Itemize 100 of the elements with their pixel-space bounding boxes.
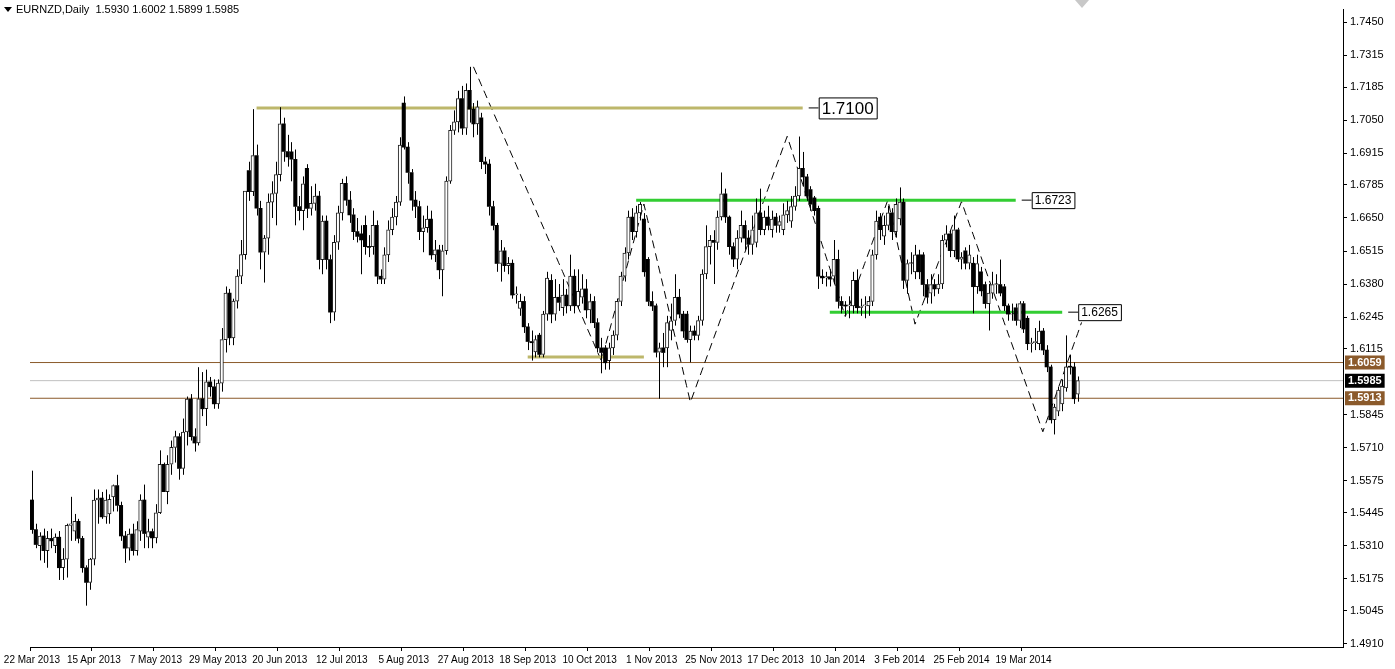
y-tick-label: 1.6245: [1350, 310, 1384, 323]
candlestick: [459, 85, 464, 136]
candlestick: [564, 288, 569, 314]
candlestick: [765, 205, 770, 231]
y-tick-label: 1.7185: [1350, 80, 1384, 93]
candlestick: [692, 325, 697, 341]
candlestick: [1013, 303, 1018, 327]
candlestick: [211, 378, 217, 410]
candlestick: [769, 210, 774, 239]
candlestick: [854, 268, 859, 314]
candlestick: [963, 246, 968, 270]
candlestick: [630, 207, 635, 241]
candlestick: [947, 229, 952, 258]
candlestick: [1009, 303, 1014, 322]
candlestick: [572, 268, 577, 314]
x-tick-label: 20 Jun 2013: [252, 653, 308, 665]
ref-line-label: 1.5985: [1348, 373, 1382, 386]
candlestick: [463, 82, 468, 136]
candlestick: [823, 271, 828, 287]
candlestick: [665, 315, 670, 368]
y-tick-label: 1.6915: [1350, 146, 1384, 159]
candlestick: [583, 278, 588, 319]
x-tick-label: 15 Apr 2013: [66, 653, 122, 665]
candlestick: [188, 393, 193, 442]
candlestick: [634, 205, 639, 239]
y-tick-label: 1.7450: [1350, 15, 1384, 28]
y-tick-label: 1.7315: [1350, 48, 1384, 61]
y-tick-label: 1.7050: [1350, 113, 1384, 126]
candlestick: [568, 254, 573, 312]
series-label: 1.6265: [1081, 305, 1119, 320]
candlestick: [428, 210, 433, 261]
y-tick-label: 1.4910: [1350, 636, 1384, 649]
x-tick-label: 25 Feb 2014: [933, 653, 990, 665]
candlestick: [541, 310, 546, 358]
x-tick-label: 1 Nov 2013: [626, 653, 678, 665]
x-tick-label: 10 Jan 2014: [810, 653, 866, 665]
candlestick: [45, 530, 50, 569]
x-tick-label: 3 Feb 2014: [874, 653, 926, 665]
candlestick: [57, 530, 62, 581]
candlestick: [142, 484, 147, 549]
y-tick-label: 1.5845: [1350, 407, 1384, 420]
candlestick: [49, 528, 54, 549]
ref-line-label: 1.6059: [1348, 355, 1382, 368]
candlestick: [386, 219, 391, 263]
x-tick-label: 17 Dec 2013: [747, 653, 805, 665]
y-tick-label: 1.5045: [1350, 603, 1384, 616]
candlestick: [920, 251, 925, 297]
candlestick: [382, 246, 387, 285]
candlestick: [560, 278, 565, 317]
candlestick: [862, 295, 867, 319]
candlestick: [548, 273, 553, 324]
candlestick: [64, 523, 69, 579]
candlestick: [889, 207, 894, 241]
candlestick: [204, 369, 209, 427]
candlestick: [246, 161, 251, 202]
y-tick-label: 1.6380: [1350, 277, 1384, 290]
candlestick: [107, 493, 112, 525]
candlestick: [227, 288, 232, 346]
candlestick: [781, 202, 786, 236]
y-tick-label: 1.6515: [1350, 244, 1384, 257]
y-tick-label: 1.6785: [1350, 178, 1384, 190]
candlestick: [448, 124, 453, 185]
x-tick-label: 25 Nov 2013: [685, 653, 743, 665]
candlestick: [455, 90, 461, 133]
candlestick: [940, 234, 945, 290]
x-tick-label: 12 Jul 2013: [315, 653, 369, 665]
series-label: 1.7100: [821, 98, 874, 118]
candlestick: [785, 200, 790, 224]
x-tick-label: 5 Aug 2013: [378, 653, 430, 665]
x-tick-label: 18 Sep 2013: [499, 653, 557, 665]
series-label: 1.6723: [1034, 193, 1072, 208]
candlestick: [777, 215, 782, 234]
candlestick: [742, 219, 747, 251]
x-tick-label: 7 May 2013: [129, 653, 183, 665]
y-tick-label: 1.5175: [1350, 571, 1384, 584]
x-tick-label: 22 Mar 2013: [3, 653, 61, 665]
candlestick: [534, 334, 537, 358]
candlestick: [974, 254, 980, 295]
y-tick-label: 1.6650: [1350, 211, 1384, 224]
candlestick: [440, 244, 445, 297]
candlestick: [552, 278, 557, 322]
y-tick-label: 1.5575: [1350, 473, 1384, 486]
candlestick: [761, 210, 766, 236]
x-tick-label: 19 Mar 2014: [995, 653, 1052, 665]
candlestick: [510, 259, 515, 300]
candlestick: [951, 215, 956, 258]
x-tick-label: 27 Aug 2013: [437, 653, 495, 665]
y-tick-label: 1.5710: [1350, 440, 1384, 453]
x-tick-label: 10 Oct 2013: [562, 653, 618, 665]
candlestick: [537, 332, 542, 358]
y-tick-label: 1.5310: [1350, 538, 1384, 551]
candlestick: [1056, 386, 1061, 417]
candlestick: [266, 193, 271, 256]
candlestick: [169, 440, 174, 476]
candlestick: [750, 215, 755, 256]
candlestick: [111, 485, 116, 512]
x-tick-label: 29 May 2013: [188, 653, 248, 665]
candlestick: [893, 197, 898, 239]
candlestick: [719, 172, 724, 221]
y-tick-label: 1.5445: [1350, 505, 1384, 518]
